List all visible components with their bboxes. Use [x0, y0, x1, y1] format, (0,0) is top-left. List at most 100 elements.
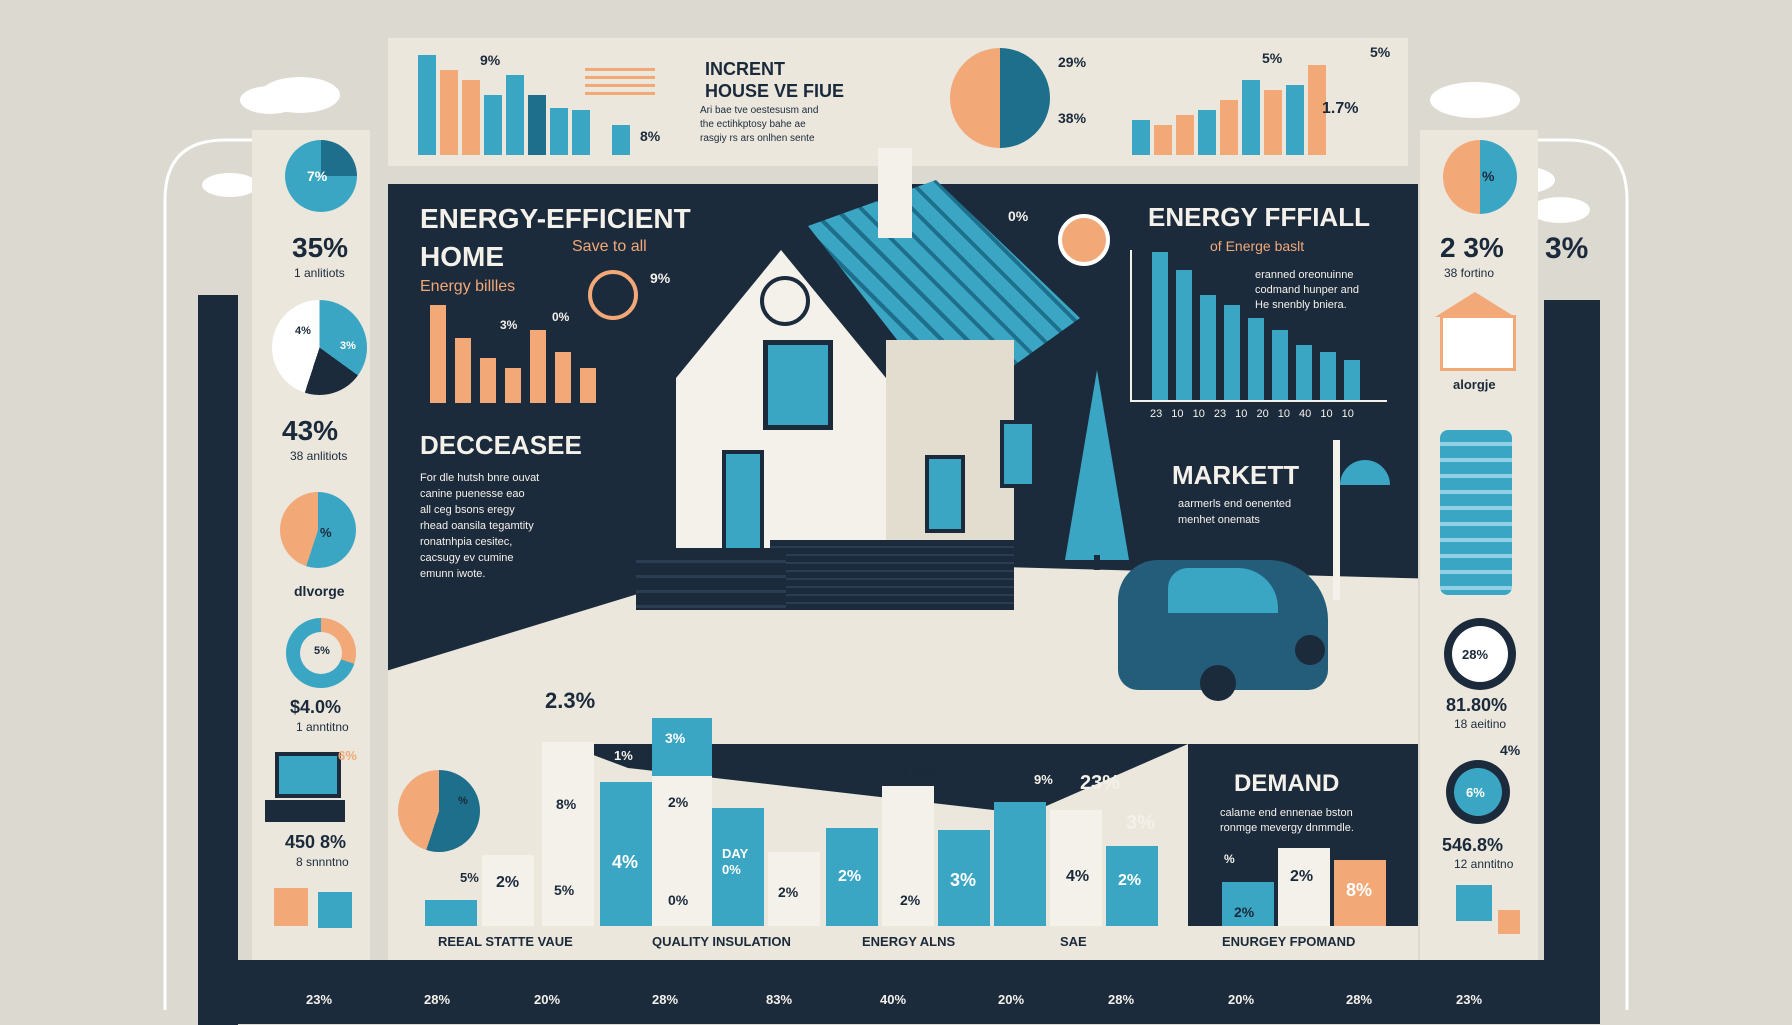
top-bar-5 — [506, 75, 524, 155]
top-right-bar-4 — [1198, 110, 1216, 155]
stat-right-1: 2 3% — [1440, 232, 1504, 263]
stat-left-4-sub: 1 anntitno — [296, 720, 349, 734]
bottom-label-5: ENURGEY FPOMAND — [1222, 934, 1356, 949]
top-right-bar-5 — [1220, 100, 1238, 155]
stat-left-2-sub: 38 anlitiots — [290, 449, 348, 463]
b-pct-a: 5% — [460, 870, 479, 885]
d-pct-2: 2% — [1234, 904, 1255, 920]
clock-icon — [760, 276, 810, 326]
right-bar-1 — [1152, 252, 1168, 400]
car-wheel-front — [1200, 665, 1236, 701]
right-dark-column — [1544, 300, 1600, 1024]
donut-right-3-label: 28% — [1462, 647, 1489, 662]
footer-pct-8: 28% — [1108, 992, 1135, 1007]
main-bar-7 — [580, 368, 596, 403]
b-pct-n: 2% — [900, 892, 921, 908]
top-pct-3: 8% — [640, 128, 661, 144]
main-bar-5 — [530, 330, 546, 403]
demand-text: calame end ennenae bston ronmge mevergy … — [1220, 807, 1354, 834]
bottom-pie-label: % — [458, 795, 468, 807]
house-base-brick — [770, 540, 1014, 610]
b-bar-1 — [425, 900, 477, 926]
top-right-pct-2: 1.7% — [1322, 100, 1359, 117]
b-pct-o: 9% — [1034, 772, 1053, 787]
main-pct-d: 0% — [1008, 208, 1029, 224]
b-bar-7 — [768, 852, 820, 926]
main-title: ENERGY-EFFICIENT HOME — [420, 203, 691, 272]
footer-pct-6: 40% — [880, 992, 907, 1007]
main-subtitle: Save to all — [572, 238, 647, 255]
street-lamp-pole — [1333, 440, 1340, 600]
main-pct-c: 0% — [552, 310, 570, 324]
bottom-label-4: SAE — [1060, 934, 1087, 949]
top-pie — [950, 48, 1050, 148]
d-bar-3 — [1334, 860, 1386, 926]
top-bar-4 — [484, 95, 502, 155]
top-right-pct-1: 5% — [1262, 50, 1283, 66]
stat-left-5-pct: 6% — [338, 748, 357, 763]
b-bar-8 — [826, 828, 878, 926]
computer-icon — [275, 752, 341, 798]
top-legend-lines — [585, 68, 655, 98]
b-pct-e: 1% — [614, 748, 633, 763]
b-bar-12 — [1050, 810, 1102, 926]
house-value-title: INCRENT HOUSE VE FIUE — [705, 59, 845, 101]
pie-left-2-label-a: 4% — [295, 325, 311, 337]
right-text: eranned oreonuinne codmand hunper and He… — [1255, 269, 1359, 311]
donut-right-3-ring — [1452, 626, 1508, 682]
car-wheel-rear — [1295, 635, 1325, 665]
stack-icon — [1440, 430, 1512, 595]
house-icon-caption: alorgje — [1453, 377, 1496, 392]
footer-pct-7: 20% — [998, 992, 1025, 1007]
market-text: aarmerls end oenented menhet onemats — [1178, 498, 1292, 526]
b-bar-2 — [482, 855, 534, 926]
b-pct-j: 2% — [778, 884, 799, 900]
footer-band — [198, 960, 1600, 1024]
top-right-bar-9 — [1308, 65, 1326, 155]
pie-chart-left-3 — [280, 492, 356, 568]
b-bar-5-top — [652, 718, 712, 776]
donut-right-4-label: 6% — [1466, 785, 1485, 800]
top-bar-1 — [418, 55, 436, 155]
footer-pct-10: 28% — [1346, 992, 1373, 1007]
house-value-text: Ari bae tve oestesusm and the ectihkptos… — [700, 105, 819, 144]
top-bar-3 — [462, 80, 480, 155]
stat-left-5: 450 8% — [285, 832, 347, 852]
sun-icon — [1058, 214, 1110, 266]
d-bar-2 — [1278, 848, 1330, 926]
b-bar-10 — [938, 830, 990, 926]
b-pct-c: 8% — [556, 796, 577, 812]
bottom-label-1: REEAL STATTE VAUE — [438, 934, 573, 949]
b-pct-f: 3% — [665, 730, 686, 746]
right-bar-4 — [1224, 305, 1240, 400]
top-right-bar-3 — [1176, 115, 1194, 155]
right-chart-axis — [1130, 250, 1387, 402]
b-bar-11 — [994, 802, 1046, 926]
b-pct-s: 2% — [1118, 872, 1142, 889]
top-bar-7 — [550, 108, 568, 155]
top-pct-1: 9% — [480, 52, 501, 68]
right-bar-3 — [1200, 295, 1216, 400]
stat-right-1b: 3% — [1545, 232, 1589, 265]
b-pct-l: 2% — [838, 868, 862, 885]
d-bar-1 — [1222, 882, 1274, 926]
b-pct-p: 23% — [1080, 772, 1121, 794]
house-window-3 — [1000, 420, 1036, 488]
box-icon-right-a — [1456, 885, 1492, 921]
footer-pct-5: 83% — [766, 992, 793, 1007]
bottom-pie — [398, 770, 480, 852]
car-window — [1168, 568, 1278, 613]
house-chimney — [878, 148, 912, 238]
stat-right-1-sub: 38 fortino — [1444, 266, 1495, 280]
house-window-1 — [763, 340, 833, 430]
footer-pct-3: 20% — [534, 992, 561, 1007]
stat-left-1: 35% — [292, 232, 349, 263]
stat-right-3-sub: 18 aeitino — [1454, 717, 1507, 731]
main-bar-2 — [455, 338, 471, 403]
top-pie-pct-2: 38% — [1058, 110, 1087, 126]
donut-right-4-inner — [1454, 768, 1502, 816]
donut-left-4-hole — [300, 632, 342, 674]
top-right-bar-1 — [1132, 120, 1150, 155]
mid-pct: 2.3% — [545, 688, 596, 713]
right-bar-6 — [1272, 330, 1288, 400]
